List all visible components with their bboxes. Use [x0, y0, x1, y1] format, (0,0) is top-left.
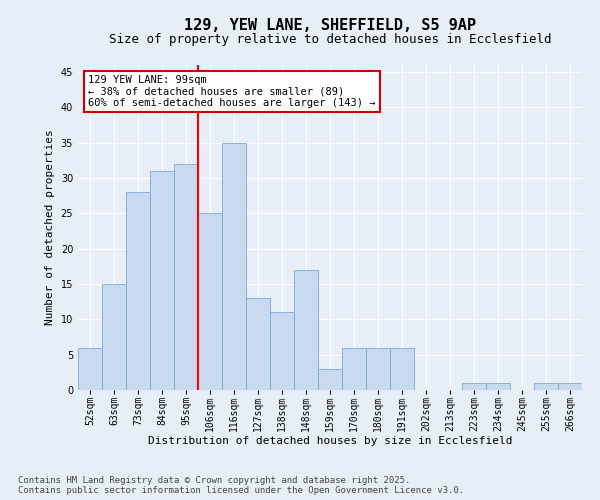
Bar — [198, 214, 222, 390]
Bar — [222, 142, 246, 390]
Bar — [174, 164, 198, 390]
Bar — [270, 312, 294, 390]
Bar — [78, 348, 102, 390]
Text: 129 YEW LANE: 99sqm
← 38% of detached houses are smaller (89)
60% of semi-detach: 129 YEW LANE: 99sqm ← 38% of detached ho… — [88, 74, 376, 108]
Bar — [342, 348, 366, 390]
Bar — [102, 284, 126, 390]
Bar — [366, 348, 390, 390]
Bar — [462, 383, 486, 390]
Text: 129, YEW LANE, SHEFFIELD, S5 9AP: 129, YEW LANE, SHEFFIELD, S5 9AP — [184, 18, 476, 32]
Bar — [534, 383, 558, 390]
Text: Contains HM Land Registry data © Crown copyright and database right 2025.
Contai: Contains HM Land Registry data © Crown c… — [18, 476, 464, 495]
Y-axis label: Number of detached properties: Number of detached properties — [45, 130, 55, 326]
Bar — [150, 171, 174, 390]
X-axis label: Distribution of detached houses by size in Ecclesfield: Distribution of detached houses by size … — [148, 436, 512, 446]
Bar — [390, 348, 414, 390]
Text: Size of property relative to detached houses in Ecclesfield: Size of property relative to detached ho… — [109, 32, 551, 46]
Bar — [294, 270, 318, 390]
Bar — [558, 383, 582, 390]
Bar — [486, 383, 510, 390]
Bar — [126, 192, 150, 390]
Bar — [246, 298, 270, 390]
Bar — [318, 369, 342, 390]
